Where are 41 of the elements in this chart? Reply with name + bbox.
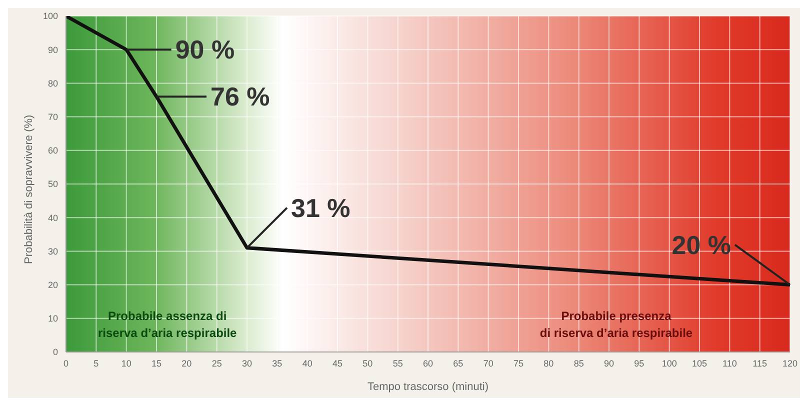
x-tick-label: 105	[692, 358, 708, 368]
data-label: 90 %	[175, 34, 235, 65]
x-tick-label: 50	[362, 358, 373, 368]
x-tick-label: 40	[302, 358, 312, 368]
x-tick-label: 35	[272, 358, 282, 368]
x-tick-label: 90	[604, 358, 614, 368]
y-tick-label: 50	[48, 179, 58, 190]
data-label: 31 %	[291, 192, 350, 223]
y-tick-label: 0	[52, 347, 58, 358]
x-tick-label: 30	[242, 358, 252, 368]
x-tick-label: 10	[121, 358, 132, 368]
x-tick-label: 20	[182, 358, 192, 368]
x-tick-label: 45	[332, 358, 343, 368]
y-tick-label: 90	[48, 44, 58, 55]
y-tick-label: 10	[48, 314, 58, 324]
x-tick-label: 60	[422, 358, 434, 368]
x-tick-label: 70	[483, 358, 494, 368]
y-tick-label: 40	[48, 212, 58, 223]
x-tick-label: 55	[392, 358, 403, 368]
y-axis-title: Probabilità di sopravvivere (%)	[22, 114, 35, 264]
x-tick-label: 75	[513, 358, 524, 368]
x-tick-label: 5	[94, 358, 99, 368]
x-tick-label: 115	[752, 358, 768, 368]
x-tick-label: 65	[453, 358, 464, 368]
x-tick-label: 85	[574, 358, 584, 368]
x-axis-title: Tempo trascorso (minuti)	[367, 381, 489, 393]
x-tick-label: 100	[662, 358, 677, 368]
y-tick-label: 70	[48, 112, 58, 122]
x-tick-label: 25	[212, 358, 222, 368]
y-tick-label: 60	[48, 146, 58, 156]
x-tick-label: 15	[151, 358, 162, 368]
y-tick-label: 20	[48, 280, 58, 290]
y-tick-label: 80	[48, 78, 58, 88]
x-tick-label: 95	[634, 358, 644, 368]
x-tick-label: 120	[782, 358, 798, 368]
y-tick-label: 30	[48, 246, 58, 256]
data-label: 76 %	[210, 82, 270, 112]
x-tick-label: 110	[722, 358, 737, 368]
x-tick-label: 0	[63, 358, 69, 368]
x-tick-label: 80	[544, 358, 554, 368]
y-tick-label: 100	[42, 11, 58, 22]
